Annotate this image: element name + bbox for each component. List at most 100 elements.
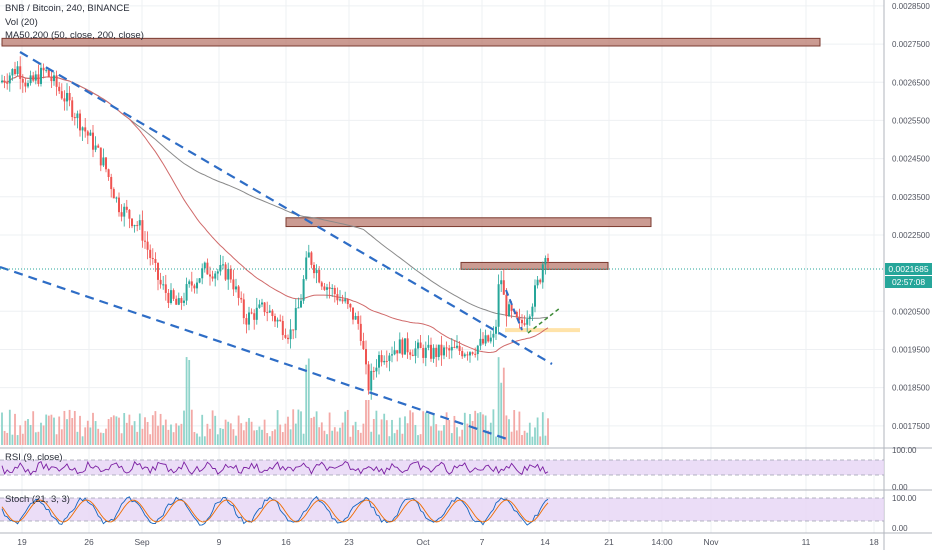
candle-body bbox=[461, 350, 464, 357]
candle-body bbox=[253, 313, 256, 320]
volume-bar bbox=[450, 433, 453, 445]
candle-body bbox=[84, 127, 87, 132]
volume-bar bbox=[417, 435, 419, 445]
symbol-title[interactable]: BNB / Bitcoin, 240, BINANCE bbox=[5, 3, 130, 14]
candle-body bbox=[406, 338, 409, 353]
volume-bar bbox=[151, 415, 154, 445]
candle-body bbox=[541, 264, 544, 283]
volume-bar bbox=[541, 412, 544, 445]
volume-bar bbox=[94, 421, 97, 445]
candle-body bbox=[437, 344, 440, 357]
candle-body bbox=[250, 312, 253, 314]
candle-body bbox=[297, 307, 300, 309]
candle-body bbox=[37, 74, 40, 84]
candle-body bbox=[190, 281, 193, 286]
candle-body bbox=[456, 345, 458, 348]
candle-body bbox=[300, 300, 302, 308]
volume-bar bbox=[32, 411, 35, 445]
candle-body bbox=[245, 318, 248, 325]
candle-body bbox=[310, 252, 313, 265]
volume-bar bbox=[14, 413, 16, 445]
volume-bar bbox=[375, 410, 378, 445]
candle-body bbox=[73, 117, 76, 119]
volume-bar bbox=[461, 429, 464, 445]
volume-bar bbox=[201, 414, 204, 445]
candle-body bbox=[261, 302, 263, 305]
volume-legend[interactable]: Vol (20) bbox=[5, 17, 38, 28]
candle-body bbox=[440, 344, 443, 356]
candle-body bbox=[502, 280, 505, 295]
volume-bar bbox=[159, 413, 162, 445]
volume-bar bbox=[190, 409, 193, 445]
candle-body bbox=[159, 279, 162, 285]
candle-body bbox=[370, 370, 373, 391]
candle-body bbox=[393, 350, 396, 355]
candle-body bbox=[484, 335, 487, 344]
candle-body bbox=[354, 315, 357, 320]
candle-body bbox=[60, 91, 63, 99]
candle-body bbox=[40, 67, 42, 84]
candle-body bbox=[6, 82, 9, 84]
volume-bar bbox=[216, 434, 219, 445]
candle-body bbox=[430, 344, 432, 359]
candle-body bbox=[154, 259, 157, 263]
candle-body bbox=[435, 347, 438, 357]
volume-bar bbox=[177, 425, 180, 445]
volume-bar bbox=[328, 412, 331, 445]
volume-bar bbox=[50, 414, 53, 445]
volume-bar bbox=[404, 416, 406, 445]
candle-body bbox=[482, 338, 484, 344]
candle-body bbox=[427, 344, 430, 348]
candle-body bbox=[141, 220, 144, 241]
volume-bar bbox=[97, 428, 100, 445]
candle-body bbox=[401, 339, 404, 355]
volume-bar bbox=[432, 414, 435, 445]
volume-bar bbox=[391, 419, 393, 445]
candle-body bbox=[216, 271, 219, 274]
volume-bar bbox=[508, 419, 510, 445]
candle-body bbox=[229, 269, 232, 280]
candle-body bbox=[16, 66, 19, 75]
price-tick-label: 0.0017500 bbox=[892, 422, 930, 431]
price-tick-label: 0.0028500 bbox=[892, 2, 930, 11]
rsi-legend[interactable]: RSI (9, close) bbox=[5, 452, 63, 463]
volume-bar bbox=[253, 430, 256, 445]
ma-legend[interactable]: MA50,200 (50, close, 200, close) bbox=[5, 30, 144, 41]
stoch-legend[interactable]: Stoch (21, 3, 3) bbox=[5, 494, 70, 505]
candle-body bbox=[526, 319, 529, 325]
candle-body bbox=[432, 347, 435, 359]
volume-bar bbox=[211, 410, 214, 445]
volume-bar bbox=[258, 426, 261, 445]
time-tick-label: 7 bbox=[480, 537, 485, 547]
stoch-tick-100: 100.00 bbox=[892, 494, 917, 503]
volume-bar bbox=[66, 419, 68, 445]
time-tick-label: Sep bbox=[134, 537, 149, 547]
volume-bar bbox=[294, 423, 297, 445]
volume-bar bbox=[398, 417, 401, 445]
volume-bar bbox=[81, 436, 84, 445]
volume-bar bbox=[232, 429, 235, 445]
candle-body bbox=[539, 279, 542, 283]
candle-body bbox=[336, 294, 339, 301]
stoch-tick-0: 0.00 bbox=[892, 524, 908, 533]
volume-bar bbox=[118, 417, 120, 445]
volume-bar bbox=[424, 412, 427, 445]
candle-body bbox=[469, 352, 471, 356]
volume-bar bbox=[99, 432, 102, 445]
volume-bar bbox=[274, 429, 276, 445]
candle-body bbox=[167, 292, 170, 303]
volume-bar bbox=[534, 427, 536, 445]
volume-bar bbox=[245, 421, 248, 445]
volume-bar bbox=[536, 417, 539, 445]
candle-body bbox=[378, 355, 380, 368]
volume-bar bbox=[515, 430, 518, 445]
candle-body bbox=[404, 338, 406, 355]
candle-body bbox=[383, 360, 386, 363]
candle-body bbox=[333, 287, 336, 295]
candle-body bbox=[292, 329, 295, 331]
volume-bar bbox=[19, 425, 22, 445]
volume-bar bbox=[458, 436, 461, 445]
candle-body bbox=[58, 86, 61, 92]
